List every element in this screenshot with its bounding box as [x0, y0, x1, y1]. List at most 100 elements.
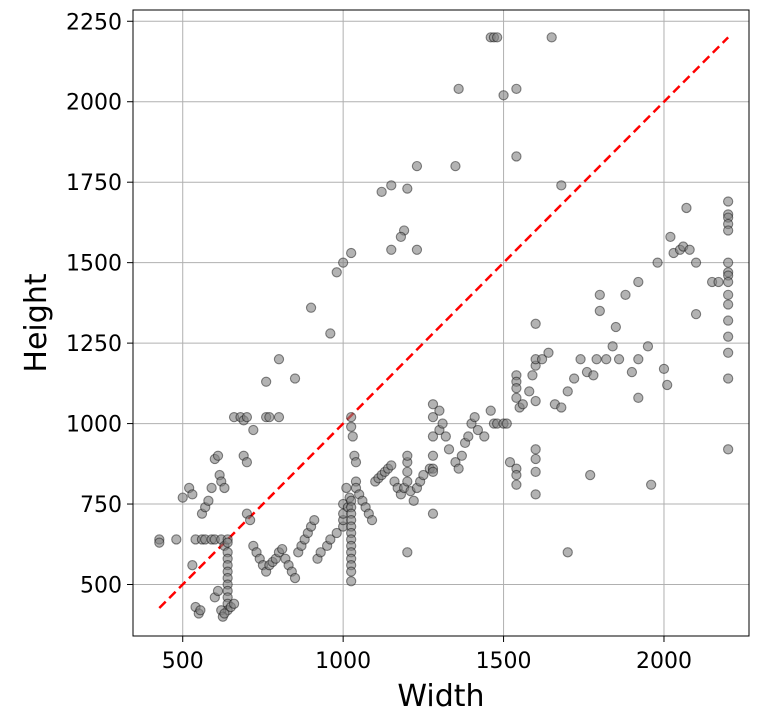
data-point: [530, 489, 541, 500]
data-point: [402, 183, 413, 194]
data-point: [530, 466, 541, 478]
data-point: [337, 257, 349, 268]
y-tick-label: 750: [80, 493, 122, 518]
data-point: [633, 392, 644, 403]
data-point: [346, 421, 357, 432]
data-point: [690, 308, 702, 320]
data-point: [645, 479, 657, 490]
data-point: [463, 431, 474, 442]
data-point: [408, 495, 419, 506]
data-point: [713, 276, 724, 288]
y-axis-ticks: 500 750 1000 1250 1500 1750 2000 2250: [66, 10, 133, 599]
data-point: [195, 605, 206, 616]
data-point: [402, 547, 413, 558]
data-point: [427, 508, 439, 519]
data-point: [386, 244, 397, 255]
plot-frame: [132, 9, 750, 637]
data-point: [154, 537, 165, 548]
y-tick-label: 2250: [66, 10, 122, 35]
data-point: [722, 299, 734, 310]
data-point: [722, 331, 734, 342]
data-point: [386, 460, 397, 471]
data-point: [453, 83, 464, 95]
data-point: [511, 392, 522, 403]
data-point: [524, 386, 535, 397]
data-point: [376, 186, 387, 197]
data-point: [331, 267, 342, 278]
data-point: [244, 514, 256, 526]
data-point: [187, 489, 198, 500]
data-point: [212, 585, 224, 597]
data-point: [594, 305, 605, 317]
data-point: [722, 257, 734, 268]
data-point: [633, 276, 644, 288]
y-tick-label: 1750: [66, 171, 122, 196]
data-point: [556, 180, 567, 191]
data-point: [443, 444, 455, 455]
data-point: [501, 418, 512, 429]
data-point: [511, 151, 522, 162]
data-point: [722, 289, 734, 300]
data-point: [588, 370, 599, 381]
data-point: [187, 560, 198, 571]
data-point: [511, 383, 522, 394]
data-point: [684, 244, 695, 255]
data-point: [469, 411, 480, 423]
data-point: [626, 366, 638, 378]
data-point: [722, 347, 734, 358]
data-point: [517, 399, 528, 410]
data-point: [418, 469, 429, 481]
data-point: [427, 399, 439, 410]
data-point: [228, 598, 240, 609]
grid-lines: [133, 10, 749, 636]
x-axis-label: Width: [397, 679, 484, 714]
data-point: [556, 402, 567, 413]
data-point: [264, 411, 275, 423]
data-point: [309, 514, 320, 526]
data-point: [402, 476, 413, 487]
x-tick-label: 2000: [636, 649, 692, 674]
data-point: [289, 572, 301, 584]
data-point: [472, 424, 484, 436]
data-point: [341, 482, 352, 494]
data-point: [665, 231, 676, 243]
data-points: [154, 32, 734, 622]
reference-line: [158, 36, 730, 609]
data-point: [575, 354, 586, 365]
x-tick-label: 1500: [476, 649, 532, 674]
data-point: [305, 302, 317, 313]
data-point: [273, 411, 285, 423]
data-point: [440, 431, 451, 442]
data-point: [212, 450, 224, 461]
data-point: [277, 543, 288, 555]
data-point: [346, 576, 357, 587]
data-point: [662, 379, 673, 391]
data-point: [607, 341, 618, 352]
data-point: [273, 354, 285, 365]
data-point: [633, 354, 644, 365]
data-point: [722, 315, 734, 326]
data-point: [427, 466, 439, 478]
data-point: [260, 376, 272, 387]
data-point: [530, 318, 541, 329]
data-point: [219, 482, 230, 494]
data-point: [427, 431, 439, 442]
data-point: [722, 196, 734, 207]
data-point: [527, 370, 538, 381]
data-point: [652, 257, 663, 268]
data-point: [325, 534, 336, 545]
data-point: [642, 341, 654, 352]
data-point: [453, 463, 464, 474]
data-point: [241, 457, 253, 468]
data-point: [681, 202, 692, 214]
data-point: [346, 411, 357, 423]
data-point: [722, 225, 734, 236]
data-point: [562, 386, 573, 397]
data-point: [177, 492, 188, 503]
x-tick-label: 500: [162, 649, 204, 674]
data-point: [411, 244, 423, 255]
data-point: [722, 373, 734, 384]
data-point: [690, 257, 702, 268]
data-point: [498, 90, 509, 101]
